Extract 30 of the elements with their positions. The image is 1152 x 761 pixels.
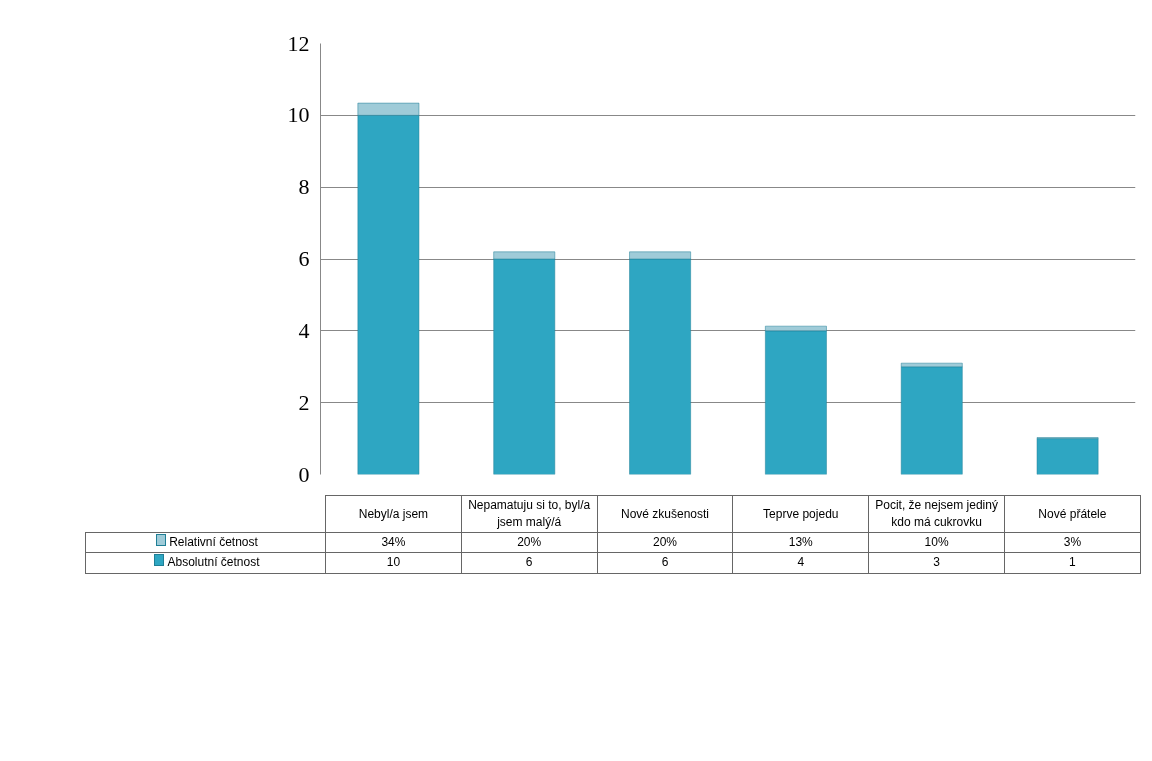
data-label: 34% <box>325 532 462 553</box>
legend-label: Relativní četnost <box>85 532 326 553</box>
y-tick-label: 12 <box>287 30 310 56</box>
data-label: 4 <box>732 552 869 574</box>
data-label: 20% <box>597 532 733 553</box>
y-tick-label: 8 <box>298 174 310 200</box>
legend-label: Absolutní četnost <box>85 552 326 574</box>
y-tick-label: 2 <box>298 389 310 415</box>
data-label: 20% <box>461 532 598 553</box>
x-tick-label: Nové přátele <box>1004 495 1141 533</box>
data-label: 3 <box>868 552 1005 574</box>
bar <box>1036 438 1099 475</box>
data-label: 1 <box>1004 552 1141 574</box>
y-tick-label: 0 <box>298 461 310 487</box>
data-label: 6 <box>461 552 598 574</box>
data-label: 3% <box>1004 532 1141 553</box>
x-tick-label: Nové zkušenosti <box>597 495 733 533</box>
y-tick-label: 4 <box>298 317 310 343</box>
x-tick-label: Pocit, že nejsem jediný kdo má cukrovku <box>868 495 1005 533</box>
y-tick-label: 10 <box>287 102 310 128</box>
x-tick-label: Teprve pojedu <box>732 495 869 533</box>
data-label: 10 <box>325 552 462 574</box>
x-tick-label: Nebyl/a jsem <box>325 495 462 533</box>
x-tick-label: Nepamatuju si to, byl/a jsem malý/á <box>461 495 598 533</box>
bar <box>765 330 827 475</box>
data-label: 6 <box>597 552 733 574</box>
data-label: 10% <box>868 532 1005 553</box>
y-tick-label: 6 <box>298 246 310 271</box>
bar <box>900 366 963 475</box>
data-label: 13% <box>732 532 869 553</box>
